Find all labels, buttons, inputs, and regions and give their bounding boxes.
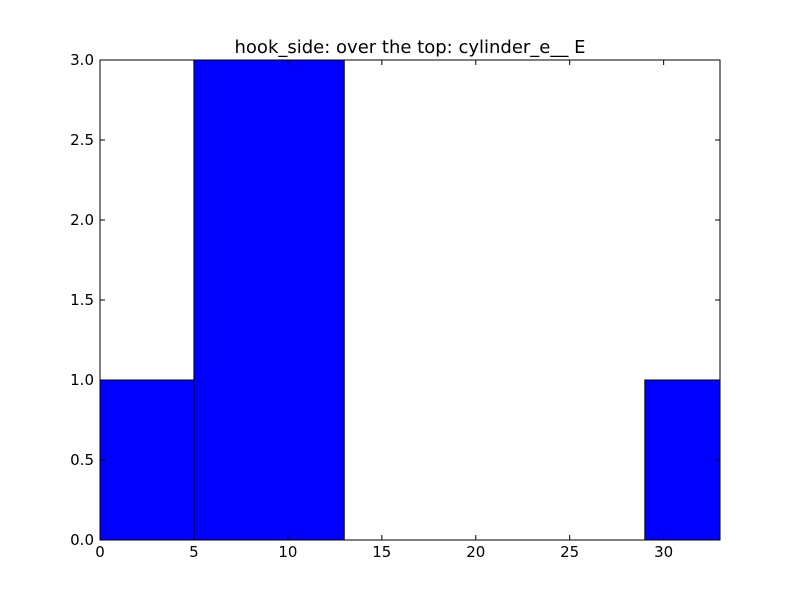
x-tick-label: 5	[189, 543, 199, 561]
x-tick-label: 25	[560, 543, 579, 561]
x-tick-label: 20	[466, 543, 485, 561]
y-tick-label: 2.5	[70, 131, 94, 149]
y-tick-label: 1.0	[70, 371, 94, 389]
histogram-bar-1	[193, 59, 345, 541]
chart-title: hook_side: over the top: cylinder_e__ E	[235, 37, 586, 58]
histogram-bar-4	[644, 379, 721, 541]
histogram-bar-0	[99, 379, 195, 541]
y-tick-label: 0.5	[70, 451, 94, 469]
x-tick-label: 0	[95, 543, 105, 561]
y-tick-label: 0.0	[70, 531, 94, 549]
y-tick-label: 3.0	[70, 51, 94, 69]
x-tick-label: 10	[278, 543, 297, 561]
plot-area-frame	[99, 59, 721, 541]
y-tick-label: 1.5	[70, 291, 94, 309]
x-tick-label: 15	[372, 543, 391, 561]
y-tick-label: 2.0	[70, 211, 94, 229]
ticks-layer: 0 5 10 15 20 25 30 0.0 0.5 1.0 1.5 2.0 2.5 3.0	[70, 51, 720, 561]
bars-layer	[99, 59, 721, 541]
x-tick-label: 30	[654, 543, 673, 561]
